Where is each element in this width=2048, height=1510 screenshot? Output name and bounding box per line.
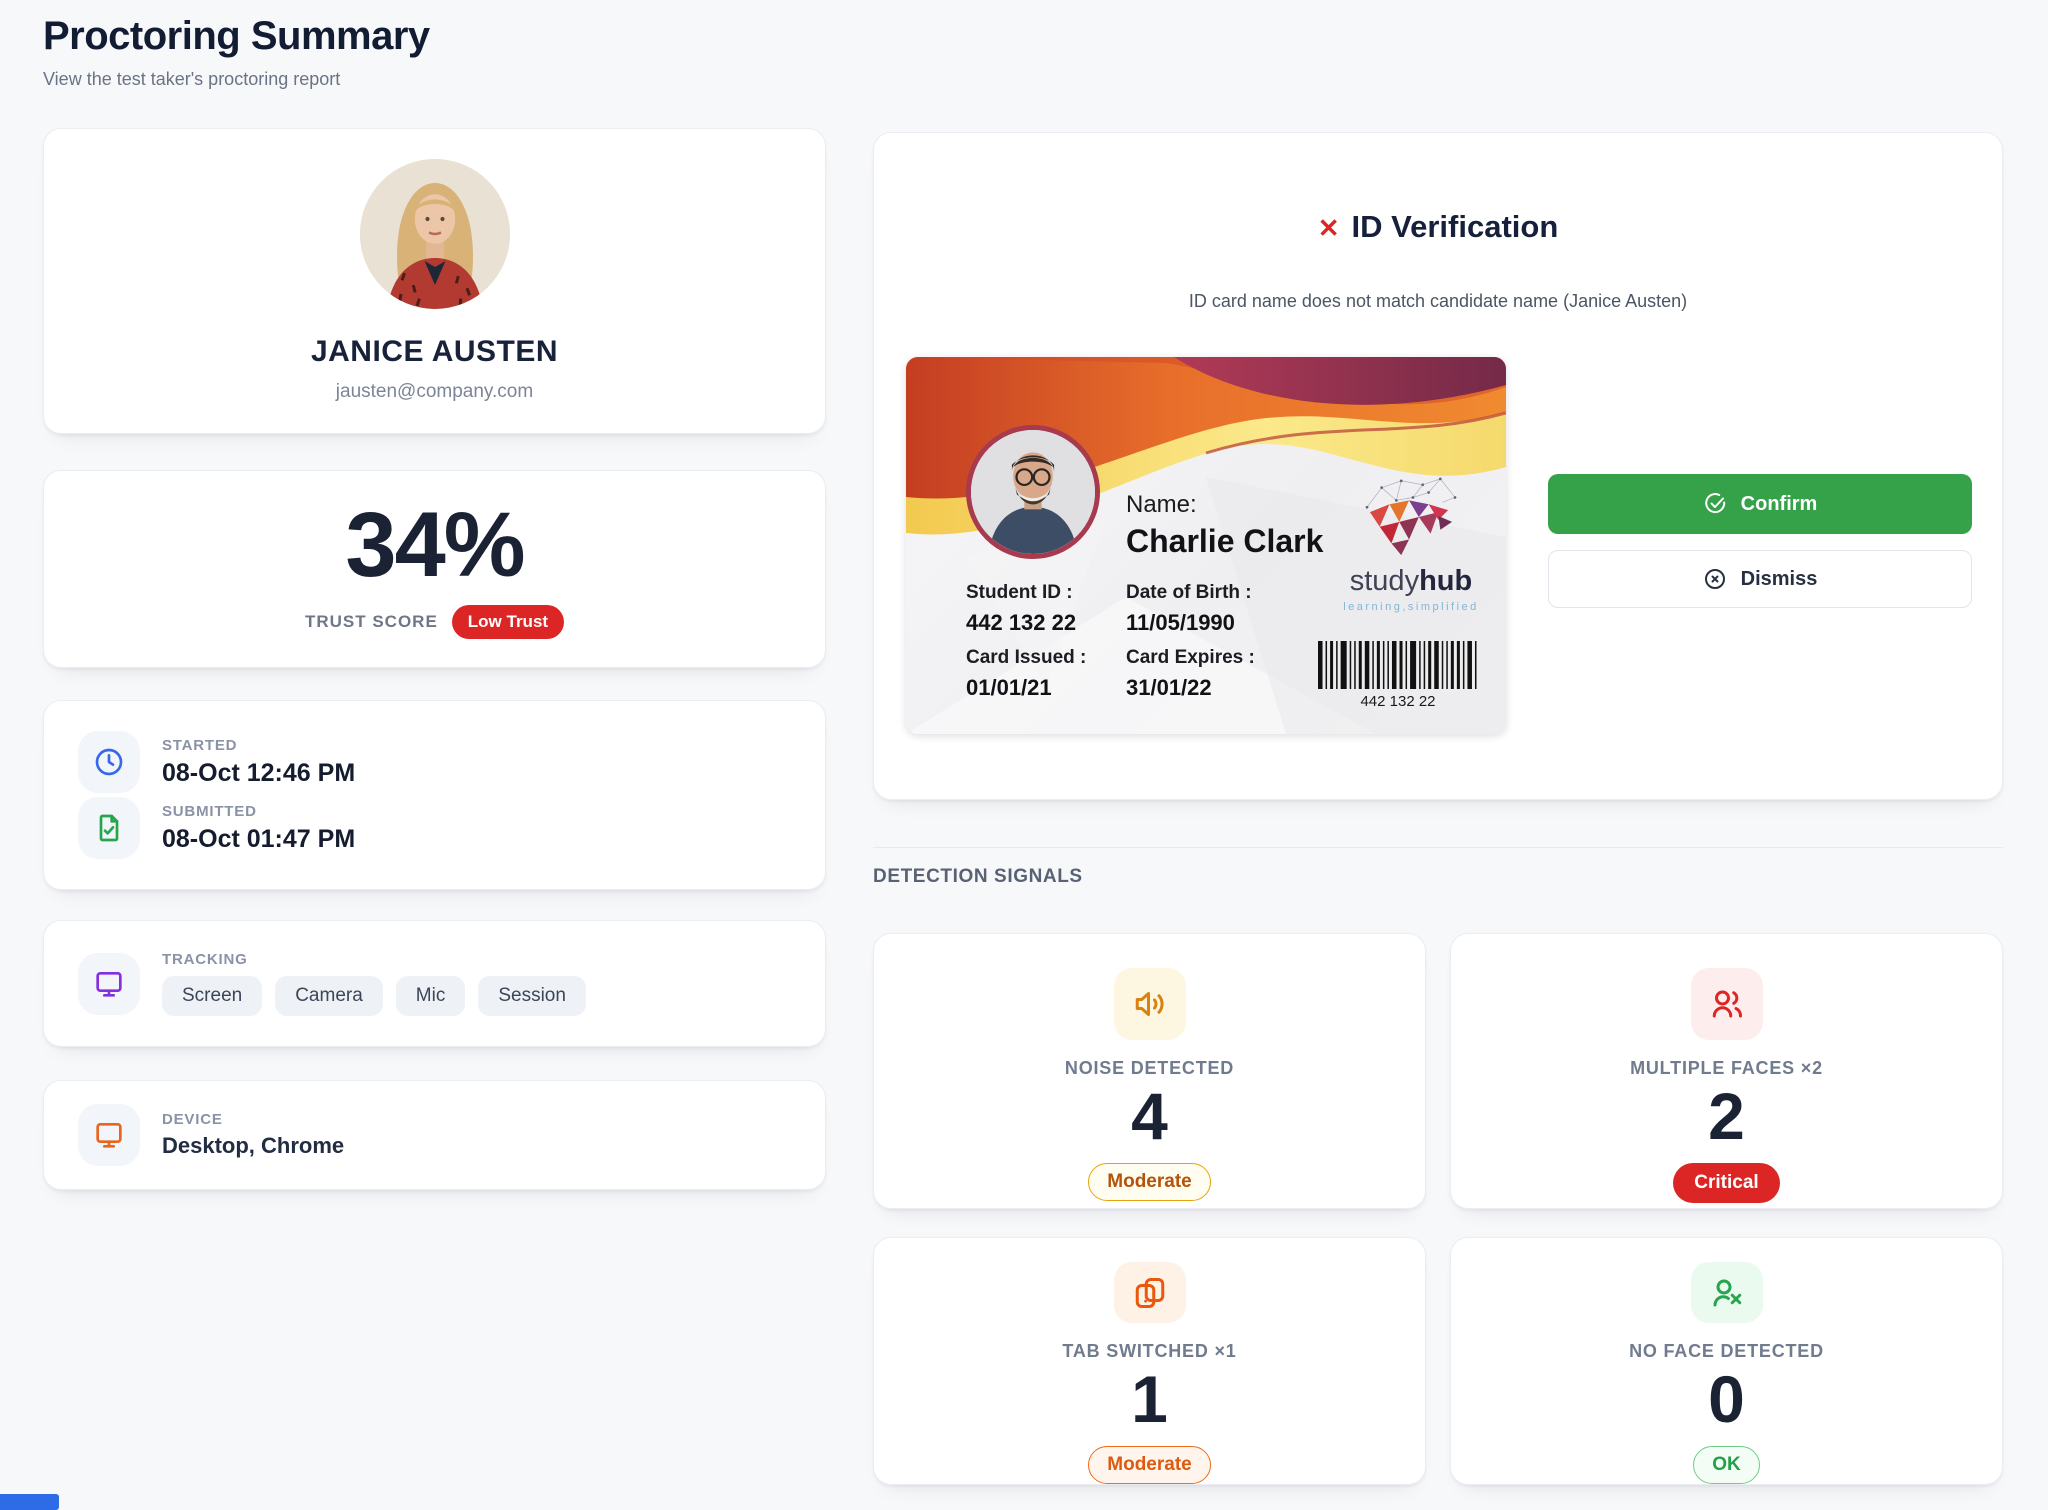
face-missing-icon <box>1690 1262 1763 1323</box>
verification-failed-icon: ✕ <box>1317 213 1340 243</box>
tracking-chip-session: Session <box>478 976 586 1016</box>
id-verification-title: ID Verification <box>1351 209 1559 244</box>
trust-score-value: 34% <box>345 494 525 596</box>
multiple-faces-icon <box>1690 968 1763 1040</box>
date-of-birth-label: Date of Birth : <box>1126 582 1252 603</box>
studyhub-logo-icon <box>1365 477 1457 556</box>
date-of-birth-value: 11/05/1990 <box>1126 610 1235 635</box>
started-row: STARTED 08-Oct 12:46 PM <box>78 731 791 793</box>
x-circle-icon <box>1704 569 1725 589</box>
tracking-chip-mic: Mic <box>395 976 466 1016</box>
scroll-indicator <box>0 1494 59 1510</box>
device-value: Desktop, Chrome <box>162 1133 345 1158</box>
device-label: DEVICE <box>162 1111 223 1128</box>
signal-label: NOISE DETECTED <box>1064 1058 1235 1078</box>
trust-score-label: TRUST SCORE <box>304 612 438 631</box>
trust-score-card: 34% TRUST SCORE Low Trust <box>43 470 826 668</box>
confirm-label: Confirm <box>1740 492 1818 515</box>
detection-signals-heading: DETECTION SIGNALS <box>873 866 1083 887</box>
idcard-photo <box>966 425 1100 559</box>
tracking-label: TRACKING <box>162 951 248 968</box>
student-id-label: Student ID : <box>966 582 1073 603</box>
tab-switched-card: TAB SWITCHED ×1 1 Moderate <box>873 1237 1426 1485</box>
monitor-purple-icon <box>78 952 140 1015</box>
barcode-number: 442 132 22 <box>1360 693 1436 710</box>
candidate-photo <box>359 159 510 309</box>
signal-label: NO FACE DETECTED <box>1629 1341 1824 1361</box>
confirm-button[interactable]: Confirm <box>1548 474 1972 534</box>
started-label: STARTED <box>162 736 238 754</box>
submitted-value: 08-Oct 01:47 PM <box>162 824 356 853</box>
check-circle-icon <box>1704 493 1725 514</box>
candidate-profile-card: JANICE AUSTEN jausten@company.com <box>43 128 826 434</box>
tracking-chip-camera: Camera <box>275 976 383 1016</box>
signal-count: 1 <box>1131 1362 1168 1436</box>
student-id-card: Name: Charlie Clark Student ID : 442 132… <box>906 357 1506 734</box>
severity-badge: Critical <box>1673 1163 1780 1203</box>
speaker-icon <box>1113 968 1186 1040</box>
id-verification-subtitle: ID card name does not match candidate na… <box>1188 291 1688 311</box>
tracking-chip-screen: Screen <box>162 976 263 1016</box>
avatar <box>359 159 510 309</box>
severity-badge: OK <box>1693 1446 1760 1484</box>
file-check-icon <box>78 797 140 859</box>
idcard-name-label: Name: <box>1126 491 1197 518</box>
dismiss-label: Dismiss <box>1740 567 1818 590</box>
student-id-value: 442 132 22 <box>966 610 1077 635</box>
device-card: DEVICE Desktop, Chrome <box>43 1080 826 1190</box>
noise-detected-card: NOISE DETECTED 4 Moderate <box>873 933 1426 1209</box>
idcard-background-art <box>906 357 1506 734</box>
studyhub-tagline: learning,simplified <box>1343 601 1479 613</box>
signal-count: 2 <box>1708 1079 1745 1153</box>
started-value: 08-Oct 12:46 PM <box>162 758 356 787</box>
signal-label: TAB SWITCHED ×1 <box>1062 1341 1237 1361</box>
monitor-orange-icon <box>78 1104 140 1166</box>
id-verification-header: ✕ ID Verification <box>874 209 2002 245</box>
no-face-detected-card: NO FACE DETECTED 0 OK <box>1450 1237 2003 1485</box>
barcode <box>1318 641 1477 689</box>
signal-count: 0 <box>1708 1362 1745 1436</box>
card-expires-label: Card Expires : <box>1126 647 1255 668</box>
card-expires-value: 31/01/22 <box>1126 675 1212 700</box>
signal-label: MULTIPLE FACES ×2 <box>1630 1058 1823 1078</box>
clock-icon <box>78 731 140 793</box>
idcard-name: Charlie Clark <box>1126 523 1324 559</box>
tab-switch-icon <box>1113 1262 1186 1323</box>
tracking-card: TRACKING Screen Camera Mic Session <box>43 920 826 1047</box>
card-issued-label: Card Issued : <box>966 647 1087 668</box>
page-title: Proctoring Summary <box>43 14 430 58</box>
severity-badge: Moderate <box>1088 1446 1211 1484</box>
dismiss-button[interactable]: Dismiss <box>1548 550 1972 608</box>
candidate-name: JANICE AUSTEN <box>310 335 559 368</box>
card-issued-value: 01/01/21 <box>966 675 1052 700</box>
id-verification-card: ✕ ID Verification ID card name does not m… <box>873 132 2003 800</box>
page-subtitle: View the test taker's proctoring report <box>43 69 341 89</box>
signal-count: 4 <box>1131 1079 1168 1153</box>
studyhub-logo-text: studyhub <box>1349 565 1473 597</box>
submitted-label: SUBMITTED <box>162 802 257 820</box>
page-header: Proctoring Summary View the test taker's… <box>43 14 430 90</box>
section-divider <box>873 847 2003 848</box>
left-column: JANICE AUSTEN jausten@company.com 34% TR… <box>43 128 826 1190</box>
trust-badge: Low Trust <box>451 605 565 639</box>
severity-badge: Moderate <box>1088 1163 1211 1201</box>
multiple-faces-card: MULTIPLE FACES ×2 2 Critical <box>1450 933 2003 1209</box>
timeline-card: STARTED 08-Oct 12:46 PM SUBMITTED 08-Oct… <box>43 700 826 890</box>
candidate-email: jausten@company.com <box>335 381 534 402</box>
detection-signals-grid: NOISE DETECTED 4 Moderate MULTIPLE FACES… <box>873 933 2003 1485</box>
submitted-row: SUBMITTED 08-Oct 01:47 PM <box>78 797 791 859</box>
